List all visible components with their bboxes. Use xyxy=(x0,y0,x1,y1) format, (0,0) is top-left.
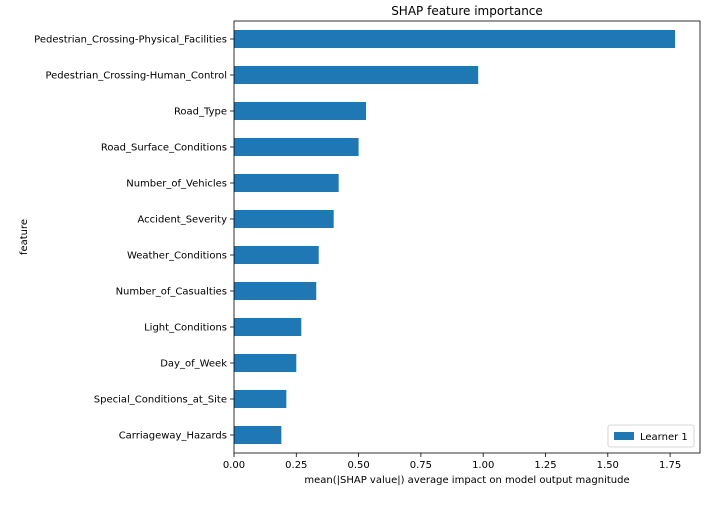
bar-number-of-casualties xyxy=(234,282,317,300)
y-axis-label: feature xyxy=(19,219,30,255)
bar-pedestrian-crossing-physical-facilities xyxy=(234,30,676,48)
legend: Learner 1 xyxy=(607,424,695,448)
legend-label: Learner 1 xyxy=(640,432,688,443)
x-tick-label: 0.75 xyxy=(410,460,432,471)
x-axis-label: mean(|SHAP value|) average impact on mod… xyxy=(304,475,629,486)
y-tick-label: Light_Conditions xyxy=(144,323,227,334)
bar-day-of-week xyxy=(234,354,297,372)
legend-box xyxy=(607,424,695,448)
x-tick-label: 1.25 xyxy=(534,460,556,471)
bar-light-conditions xyxy=(234,318,302,336)
bar-road-surface-conditions xyxy=(234,138,359,156)
y-tick-label: Pedestrian_Crossing-Physical_Facilities xyxy=(34,35,227,46)
x-tick-label: 0.25 xyxy=(285,460,307,471)
chart-title: SHAP feature importance xyxy=(391,4,543,18)
y-tick-label: Number_of_Casualties xyxy=(116,287,227,298)
x-tick-label: 1.75 xyxy=(659,460,681,471)
x-tick-label: 0.00 xyxy=(223,460,245,471)
axes: Pedestrian_Crossing-Physical_Facilities P… xyxy=(34,20,701,471)
bar-special-conditions-at-site xyxy=(234,390,287,408)
y-tick-label: Special_Conditions_at_Site xyxy=(94,395,227,406)
bar-accident-severity xyxy=(234,210,334,228)
y-tick-label: Accident_Severity xyxy=(138,215,228,226)
plot-area xyxy=(234,30,676,444)
bar-carriageway-hazards xyxy=(234,426,282,444)
y-tick-label: Pedestrian_Crossing-Human_Control xyxy=(45,71,227,82)
y-tick-label: Number_of_Vehicles xyxy=(126,179,227,190)
bar-weather-conditions xyxy=(234,246,319,264)
bar-road-type xyxy=(234,102,367,120)
legend-swatch xyxy=(614,432,634,440)
bar-number-of-vehicles xyxy=(234,174,339,192)
bar-pedestrian-crossing-human-control xyxy=(234,66,479,84)
y-tick-label: Weather_Conditions xyxy=(127,251,227,262)
y-tick-label: Day_of_Week xyxy=(160,359,227,370)
plot-frame xyxy=(233,20,701,454)
x-tick-label: 0.50 xyxy=(347,460,369,471)
y-tick-label: Carriageway_Hazards xyxy=(119,431,227,442)
x-tick-label: 1.50 xyxy=(597,460,619,471)
x-tick-label: 1.00 xyxy=(472,460,494,471)
y-tick-label: Road_Type xyxy=(174,107,227,118)
y-tick-label: Road_Surface_Conditions xyxy=(101,143,227,154)
